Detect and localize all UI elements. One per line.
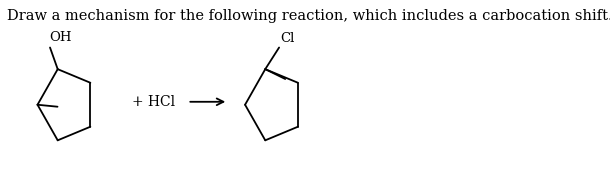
Text: Draw a mechanism for the following reaction, which includes a carbocation shift.: Draw a mechanism for the following react… [7,9,610,23]
Text: OH: OH [49,31,72,44]
Text: Cl: Cl [280,32,294,45]
Text: + HCl: + HCl [132,95,175,109]
